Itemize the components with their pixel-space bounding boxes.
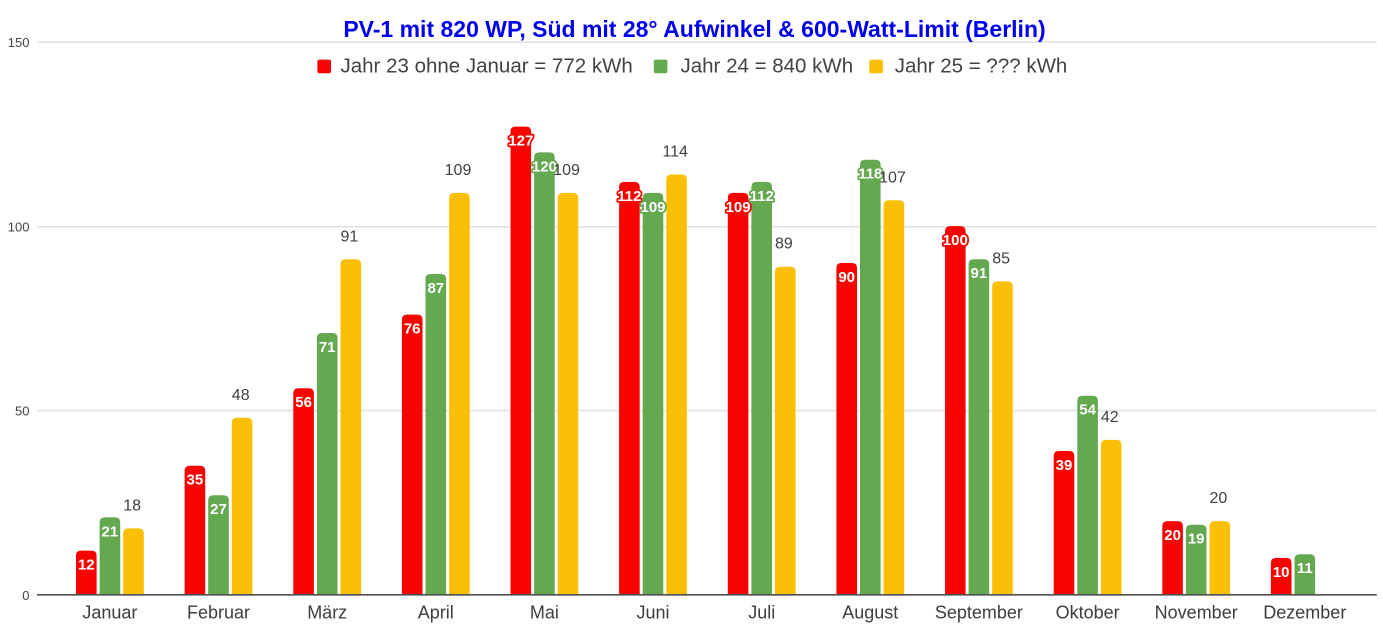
svg-text:Jahr 23 ohne Januar = 772 kWh: Jahr 23 ohne Januar = 772 kWh	[341, 55, 633, 78]
svg-text:71: 71	[319, 339, 336, 356]
svg-text:Jahr 25 = ??? kWh: Jahr 25 = ??? kWh	[895, 55, 1068, 78]
svg-text:0: 0	[22, 588, 29, 603]
svg-text:September: September	[935, 603, 1023, 623]
svg-text:76: 76	[404, 321, 421, 338]
svg-text:90: 90	[838, 269, 855, 286]
svg-text:August: August	[842, 603, 898, 623]
svg-text:118: 118	[858, 166, 882, 183]
svg-text:100: 100	[943, 232, 968, 249]
svg-text:10: 10	[1273, 564, 1290, 581]
svg-text:109: 109	[726, 199, 751, 216]
svg-text:20: 20	[1210, 490, 1228, 507]
svg-text:42: 42	[1101, 409, 1119, 426]
svg-text:11: 11	[1297, 560, 1313, 577]
svg-text:114: 114	[662, 144, 688, 161]
svg-text:91: 91	[341, 228, 359, 245]
svg-text:89: 89	[775, 236, 793, 253]
svg-text:120: 120	[532, 158, 557, 175]
svg-text:PV-1 mit 820 WP, Süd mit 28° A: PV-1 mit 820 WP, Süd mit 28° Aufwinkel &…	[343, 16, 1045, 42]
svg-text:November: November	[1155, 603, 1238, 623]
svg-text:Oktober: Oktober	[1056, 603, 1120, 623]
svg-text:85: 85	[992, 250, 1010, 267]
svg-text:39: 39	[1056, 457, 1073, 474]
svg-text:März: März	[307, 603, 347, 623]
svg-text:Februar: Februar	[187, 603, 250, 623]
svg-text:Juli: Juli	[748, 603, 775, 623]
svg-text:19: 19	[1188, 531, 1205, 548]
svg-text:50: 50	[15, 403, 29, 418]
svg-text:Januar: Januar	[82, 603, 137, 623]
svg-text:100: 100	[8, 220, 30, 235]
svg-text:Mai: Mai	[530, 603, 559, 623]
svg-text:Jahr 24 = 840 kWh: Jahr 24 = 840 kWh	[681, 55, 854, 78]
svg-text:Juni: Juni	[636, 603, 669, 623]
svg-text:Dezember: Dezember	[1263, 603, 1346, 623]
svg-text:27: 27	[210, 501, 227, 518]
svg-text:107: 107	[879, 169, 906, 186]
svg-text:109: 109	[445, 162, 472, 179]
svg-text:109: 109	[553, 162, 580, 179]
svg-text:12: 12	[78, 557, 95, 574]
svg-text:112: 112	[617, 188, 641, 205]
svg-text:127: 127	[508, 133, 533, 150]
svg-text:150: 150	[8, 35, 30, 50]
svg-text:21: 21	[102, 523, 119, 540]
svg-text:109: 109	[640, 199, 665, 216]
svg-text:20: 20	[1164, 527, 1181, 544]
svg-text:87: 87	[427, 280, 444, 297]
svg-text:112: 112	[750, 188, 774, 205]
svg-text:18: 18	[123, 497, 141, 514]
svg-text:56: 56	[295, 394, 312, 411]
svg-text:91: 91	[971, 265, 988, 282]
svg-text:54: 54	[1079, 402, 1096, 419]
svg-text:April: April	[418, 603, 454, 623]
svg-text:48: 48	[232, 387, 250, 404]
svg-text:35: 35	[187, 472, 204, 489]
